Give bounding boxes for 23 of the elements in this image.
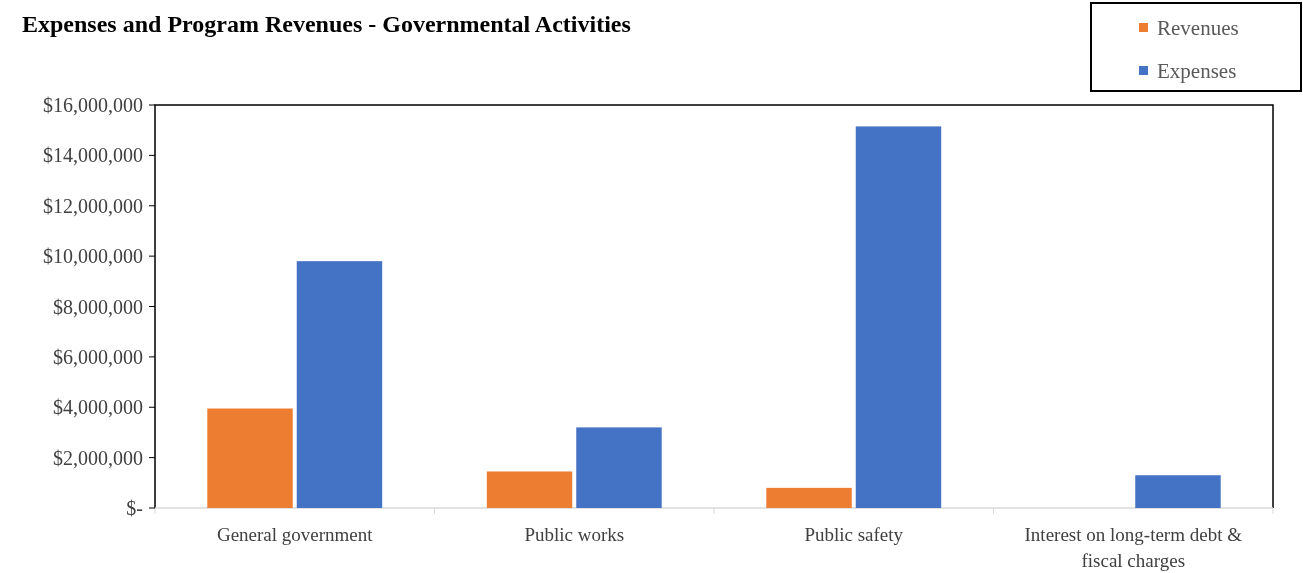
x-tick-label: Interest on long-term debt & fiscal charges bbox=[1024, 524, 1243, 571]
bar bbox=[855, 126, 942, 508]
y-tick-label: $8,000,000 bbox=[53, 295, 143, 318]
y-tick-label: $14,000,000 bbox=[43, 144, 143, 167]
bar bbox=[207, 408, 293, 508]
bar bbox=[1135, 475, 1221, 508]
x-tick-label: General government bbox=[216, 524, 374, 545]
legend-label: Expenses bbox=[1157, 59, 1237, 84]
y-tick-label: $2,000,000 bbox=[53, 446, 143, 469]
y-tick-label: $6,000,000 bbox=[53, 345, 143, 368]
x-tick-label: Public works bbox=[524, 524, 625, 545]
chart-title: Expenses and Program Revenues - Governmental Activities bbox=[22, 11, 631, 37]
legend-label: Revenues bbox=[1157, 16, 1239, 41]
bar bbox=[296, 261, 383, 508]
y-tick-label: $16,000,000 bbox=[43, 94, 143, 116]
bar bbox=[486, 471, 573, 508]
x-tick-label: Public safety bbox=[804, 524, 904, 545]
bar bbox=[576, 427, 662, 508]
y-tick-label: $10,000,000 bbox=[43, 245, 143, 268]
y-tick-label: $4,000,000 bbox=[53, 396, 143, 419]
y-tick-label: $12,000,000 bbox=[43, 194, 143, 217]
y-tick-label: $- bbox=[126, 497, 143, 519]
bar bbox=[766, 487, 852, 508]
